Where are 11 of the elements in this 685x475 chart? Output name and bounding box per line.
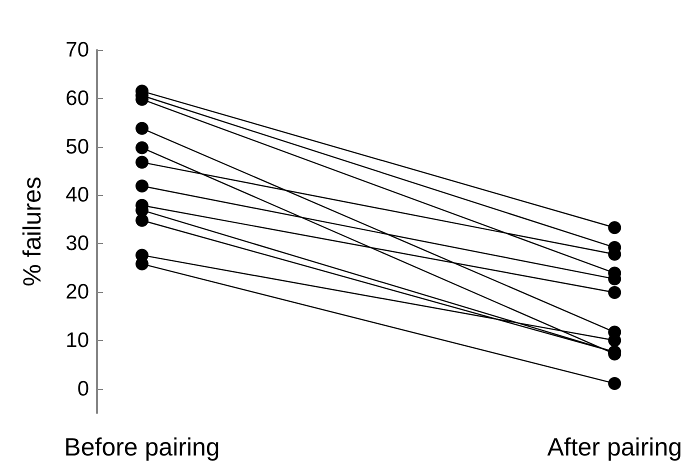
x-tick-label: After pairing <box>547 434 682 462</box>
y-tick-label: 40 <box>66 184 89 207</box>
y-tick-label: 70 <box>66 38 89 62</box>
y-tick-label: 0 <box>77 377 89 400</box>
y-tick-label: 50 <box>66 135 89 158</box>
x-tick-label: Before pairing <box>64 434 220 462</box>
y-tick-label: 60 <box>66 86 89 110</box>
y-axis-title: % failures <box>18 176 46 286</box>
y-tick-label: 20 <box>66 280 89 304</box>
y-tick-label: 10 <box>66 328 89 352</box>
y-tick-label: 30 <box>66 232 89 256</box>
